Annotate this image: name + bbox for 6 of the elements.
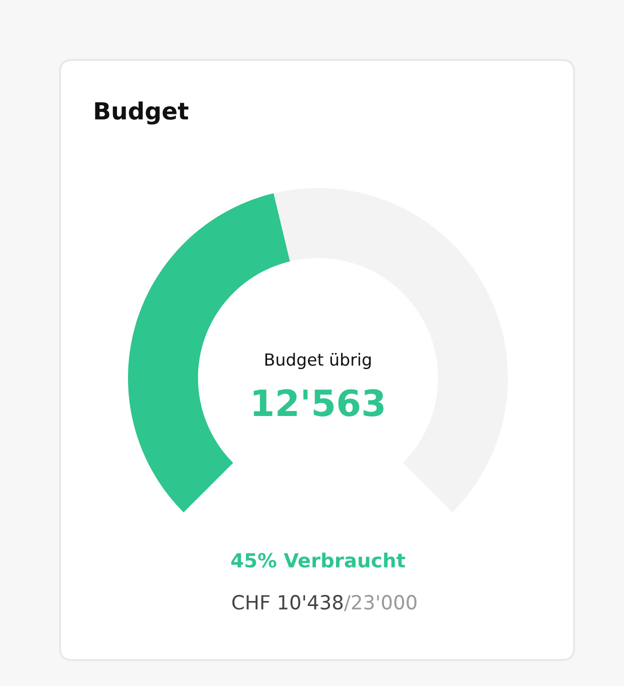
text: Budget übrig [265, 352, 371, 370]
text: 45% Verbraucht [231, 552, 406, 568]
text: CHF 10'438 [232, 594, 343, 610]
text: /23'000 [344, 594, 416, 612]
chart-title: Budget [95, 101, 188, 125]
text: 12'563 [254, 389, 384, 416]
